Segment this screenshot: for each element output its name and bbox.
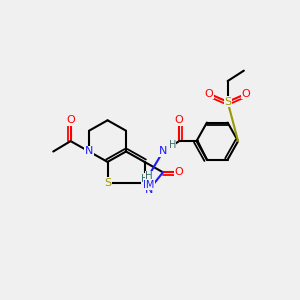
Text: O: O [66,115,75,125]
Text: S: S [104,178,111,188]
Text: N: N [159,146,167,157]
Text: IM: IM [143,180,155,190]
Text: N: N [145,184,153,195]
Text: O: O [205,89,214,99]
Text: S: S [224,97,231,107]
Text: H: H [145,171,153,181]
Text: O: O [175,115,184,125]
Text: O: O [242,89,250,99]
Text: O: O [175,167,184,177]
Text: H: H [141,173,148,184]
Text: H: H [145,173,153,183]
Text: N: N [85,146,93,157]
Text: H: H [169,140,176,150]
